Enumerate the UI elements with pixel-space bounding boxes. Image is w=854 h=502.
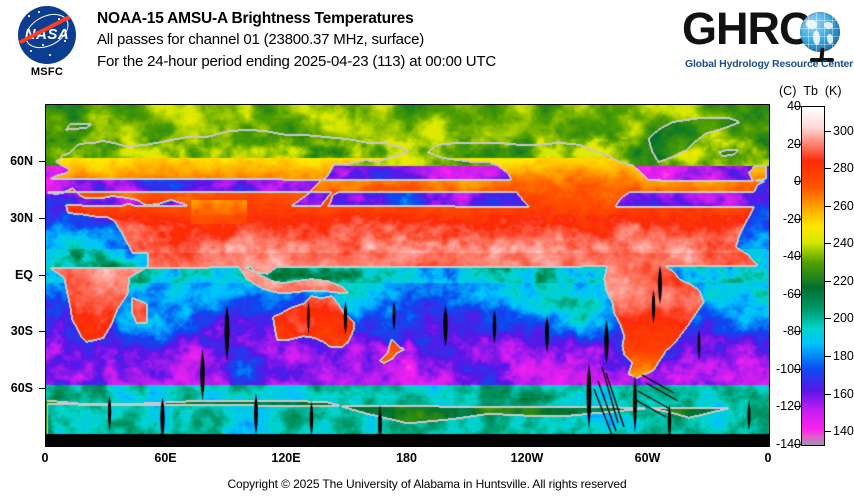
colorbar-tick	[794, 444, 801, 445]
colorbar-kelvin-label: 140	[833, 424, 854, 439]
colorbar-kelvin-label: 220	[833, 273, 854, 288]
colorbar-kelvin-label: 240	[833, 236, 854, 251]
subtitle-period: For the 24-hour period ending 2025-04-23…	[97, 53, 497, 70]
colorbar-tick	[824, 318, 831, 320]
colorbar-unit-celsius: (C)	[779, 84, 797, 98]
latitude-tick	[39, 331, 46, 333]
brightness-temperature-map	[45, 104, 770, 447]
ghrc-acronym: GHRC	[682, 3, 811, 54]
subtitle-channel: All passes for channel 01 (23800.37 MHz,…	[97, 31, 425, 48]
globe-icon	[800, 12, 840, 52]
longitude-label: 0	[41, 451, 49, 465]
latitude-axis: 60N 30N EQ 30S 60S	[0, 104, 46, 447]
colorbar-gradient	[802, 107, 824, 445]
colorbar-tick	[824, 431, 831, 433]
map-raster	[46, 105, 769, 446]
colorbar-kelvin-label: 200	[833, 311, 854, 326]
colorbar-celsius-label: -60	[782, 286, 801, 301]
longitude-label: 0	[764, 451, 772, 465]
colorbar-kelvin-label: 180	[833, 349, 854, 364]
nasa-center-label: MSFC	[30, 66, 64, 78]
copyright-notice: Copyright © 2025 The University of Alaba…	[227, 477, 627, 491]
latitude-label: 60N	[10, 153, 33, 168]
latitude-label: 30N	[10, 210, 33, 225]
colorbar-kelvin-label: 160	[833, 386, 854, 401]
colorbar-tick	[794, 293, 801, 295]
ghrc-tagline: Global Hydrology Resource Center	[685, 58, 854, 70]
colorbar-tick	[824, 280, 831, 282]
latitude-tick	[39, 217, 46, 219]
nasa-wordmark: NASA	[24, 26, 70, 43]
latitude-tick	[39, 160, 46, 162]
latitude-label: EQ	[14, 267, 33, 282]
colorbar-tick	[794, 218, 801, 220]
colorbar-tick	[824, 205, 831, 207]
colorbar-celsius-label: -80	[782, 324, 801, 339]
latitude-label: 60S	[10, 381, 33, 396]
latitude-tick	[39, 274, 46, 276]
colorbar-kelvin-label: 280	[833, 161, 854, 176]
colorbar-tick	[824, 243, 831, 245]
longitude-label: 60E	[154, 451, 177, 465]
colorbar-celsius-label: -140	[775, 437, 801, 451]
colorbar-tick	[824, 130, 831, 132]
longitude-label: 60W	[634, 451, 661, 465]
colorbar-tick	[794, 406, 801, 408]
colorbar-kelvin-label: 300	[833, 123, 854, 138]
longitude-label: 180	[396, 451, 417, 465]
colorbar-tick	[794, 181, 801, 183]
colorbar-header: (C) Tb (K)	[779, 84, 842, 98]
colorbar-unit-kelvin: (K)	[824, 84, 842, 98]
ghrc-logo: GHRC Global Hydrology Resource Center	[682, 3, 853, 78]
colorbar-celsius-label: -40	[782, 249, 801, 264]
globe-base	[810, 58, 834, 62]
colorbar-celsius-scale: 40200-20-40-60-80-100-120-140	[770, 99, 801, 451]
colorbar-tick	[794, 331, 801, 333]
colorbar-celsius-label: -120	[775, 399, 801, 414]
colorbar-tick	[794, 256, 801, 258]
title-block: NOAA-15 AMSU-A Brightness Temperatures A…	[97, 8, 496, 73]
colorbar-variable: Tb	[803, 84, 818, 98]
colorbar-tick	[824, 356, 831, 358]
colorbar-tick	[794, 106, 801, 107]
page-title: NOAA-15 AMSU-A Brightness Temperatures	[97, 10, 414, 27]
colorbar-celsius-label: -100	[775, 361, 801, 376]
latitude-tick	[39, 388, 46, 390]
colorbar-tick	[824, 393, 831, 395]
longitude-label: 120E	[271, 451, 301, 465]
nasa-logo: NASA MSFC	[11, 6, 83, 84]
colorbar-kelvin-scale: 300 280 260 240 220 200 180 160 140	[824, 106, 854, 444]
longitude-axis: 0 60E 120E 180 120W 60W 0	[41, 447, 772, 469]
colorbar-tick	[824, 168, 831, 170]
longitude-label: 120W	[510, 451, 544, 465]
colorbar-kelvin-label: 260	[833, 198, 854, 213]
colorbar-tick	[794, 368, 801, 370]
colorbar-celsius-label: -20	[782, 211, 801, 226]
colorbar-tick	[794, 143, 801, 145]
colorbar	[801, 106, 825, 446]
latitude-label: 30S	[10, 324, 33, 339]
nasa-meatball-icon: NASA	[18, 6, 76, 64]
